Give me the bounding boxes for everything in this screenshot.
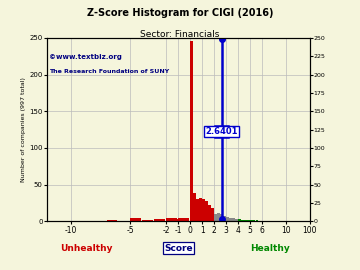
- Bar: [229, 218, 231, 221]
- Bar: [208, 205, 211, 221]
- Bar: [130, 218, 141, 221]
- Bar: [142, 220, 153, 221]
- Bar: [220, 214, 222, 221]
- Bar: [235, 219, 238, 221]
- Bar: [184, 218, 187, 221]
- Text: Sector: Financials: Sector: Financials: [140, 30, 220, 39]
- Bar: [178, 218, 189, 221]
- Bar: [226, 217, 229, 221]
- Bar: [35, 220, 46, 221]
- Text: 2.6401: 2.6401: [206, 127, 238, 136]
- Y-axis label: Number of companies (997 total): Number of companies (997 total): [21, 77, 26, 182]
- Bar: [196, 199, 199, 221]
- Bar: [232, 218, 235, 221]
- Text: ©www.textbiz.org: ©www.textbiz.org: [49, 54, 122, 60]
- Bar: [247, 220, 249, 221]
- Bar: [205, 201, 208, 221]
- Bar: [199, 198, 202, 221]
- Bar: [256, 220, 258, 221]
- Bar: [190, 42, 193, 221]
- Bar: [193, 194, 196, 221]
- Bar: [214, 214, 217, 221]
- Text: The Research Foundation of SUNY: The Research Foundation of SUNY: [49, 69, 170, 74]
- Bar: [241, 220, 244, 221]
- Bar: [154, 219, 165, 221]
- Bar: [244, 220, 247, 221]
- Bar: [172, 219, 183, 221]
- Bar: [166, 218, 177, 221]
- Bar: [250, 220, 252, 221]
- Bar: [211, 208, 214, 221]
- Bar: [238, 219, 240, 221]
- Text: Healthy: Healthy: [250, 244, 290, 253]
- Bar: [253, 220, 256, 221]
- Bar: [107, 220, 117, 221]
- Bar: [223, 215, 226, 221]
- Text: Unhealthy: Unhealthy: [60, 244, 112, 253]
- Bar: [217, 212, 220, 221]
- Text: Z-Score Histogram for CIGI (2016): Z-Score Histogram for CIGI (2016): [87, 8, 273, 18]
- Text: Score: Score: [164, 244, 193, 253]
- Bar: [202, 199, 205, 221]
